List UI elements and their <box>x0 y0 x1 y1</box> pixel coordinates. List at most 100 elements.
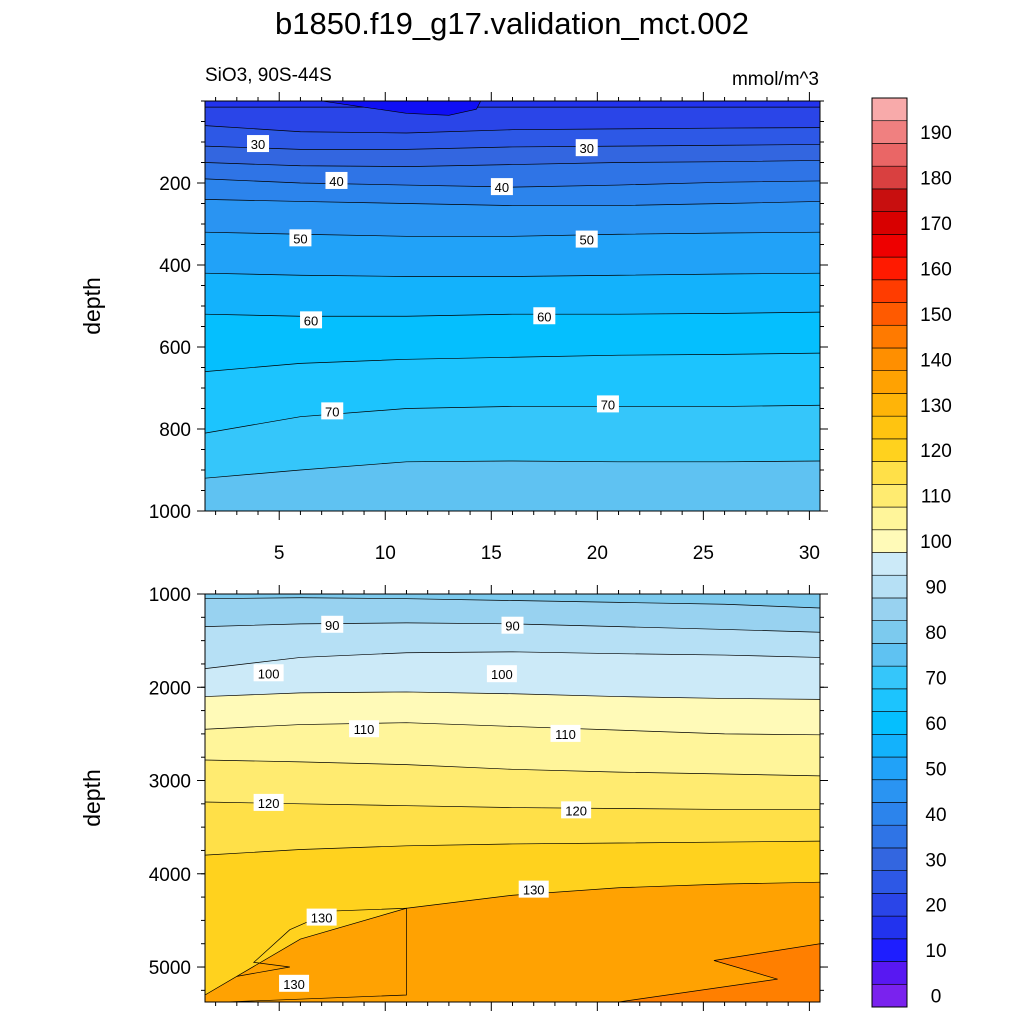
contour-label-text: 130 <box>311 911 333 926</box>
colorbar-swatch <box>871 643 908 667</box>
contour-label-box <box>518 880 549 898</box>
contour-label: 130 <box>306 908 337 926</box>
contour-label-text: 110 <box>555 727 576 742</box>
colorbar-swatch <box>871 188 908 212</box>
colorbar-swatch <box>871 620 908 644</box>
colorbar-swatch <box>871 370 908 394</box>
contour-label-box <box>321 615 344 633</box>
contour-label-text: 100 <box>258 666 280 681</box>
contour-label: 70 <box>596 395 619 413</box>
contour-band <box>205 101 820 108</box>
colorbar-swatch <box>871 870 908 894</box>
colorbar-label: 170 <box>920 214 952 235</box>
colorbar-swatch <box>871 279 908 303</box>
contour-label: 100 <box>253 664 284 682</box>
contour-label: 60 <box>533 307 556 325</box>
contour-label-box <box>279 974 310 992</box>
contour-label: 130 <box>518 880 549 898</box>
colorbar-label: 50 <box>925 759 946 780</box>
y-tick-label: 3000 <box>149 772 191 793</box>
colorbar-swatch <box>871 574 908 599</box>
colorbar-swatch <box>871 915 908 940</box>
colorbar-label: 40 <box>925 805 946 826</box>
y-tick-label: 600 <box>159 338 191 359</box>
colorbar-swatch <box>871 711 908 735</box>
colorbar-label: 150 <box>920 305 952 326</box>
contour-label-text: 120 <box>258 796 280 811</box>
contour-line <box>205 125 820 134</box>
contour-label: 120 <box>561 801 592 819</box>
contour-line <box>205 199 820 206</box>
contour-label: 70 <box>321 402 344 420</box>
contour-field <box>205 594 820 1002</box>
contour-line <box>205 272 820 277</box>
chart-title: b1850.f19_g17.validation_mct.002 <box>275 6 749 41</box>
colorbar-swatch <box>871 347 908 372</box>
contour-label-text: 50 <box>579 233 593 248</box>
contour-label-text: 60 <box>304 313 318 328</box>
contour-line <box>205 460 820 479</box>
colorbar-swatch <box>871 938 908 962</box>
variable-region-label: SiO3, 90S-44S <box>205 65 332 86</box>
y-axis-label: depth <box>79 277 105 335</box>
y-tick-label: 400 <box>159 256 191 277</box>
contour-label-text: 50 <box>293 231 307 246</box>
contour-label: 40 <box>325 171 348 189</box>
contour-label-box <box>575 230 598 248</box>
colorbar-label: 130 <box>920 396 952 417</box>
y-axis-label: depth <box>79 769 105 827</box>
colorbar-swatch <box>871 393 908 417</box>
colorbar-swatch <box>871 143 908 167</box>
contour-label-text: 60 <box>537 309 551 324</box>
contour-band <box>618 943 820 1002</box>
contour-label-text: 130 <box>283 977 305 992</box>
colorbar-swatch <box>871 256 908 281</box>
y-tick-label: 1000 <box>149 585 191 606</box>
contour-label: 30 <box>247 135 270 153</box>
y-tick-label: 4000 <box>149 865 191 886</box>
contour-label-text: 130 <box>523 883 545 898</box>
colorbar-swatch <box>871 97 908 122</box>
contour-band <box>205 101 820 133</box>
colorbar-swatch <box>871 688 908 712</box>
x-tick-label: 20 <box>587 543 608 564</box>
colorbar-label: 90 <box>925 578 946 599</box>
colorbar-swatch <box>871 756 908 781</box>
colorbar-label: 180 <box>920 169 952 190</box>
colorbar-frame <box>871 97 908 1008</box>
contour-label-text: 70 <box>601 397 615 412</box>
contour-label-text: 90 <box>325 618 339 633</box>
colorbar-label: 60 <box>925 714 946 735</box>
contour-label: 60 <box>300 311 323 329</box>
colorbar-swatch <box>871 733 908 758</box>
lower-panel: 90 90 100 100 110 110 120 120 130 130 130 1000 2000 3… <box>79 585 828 1011</box>
colorbar-swatch <box>871 983 908 1008</box>
contour-label-box <box>490 178 513 196</box>
contour-label: 120 <box>253 793 284 811</box>
contour-label: 90 <box>321 615 344 633</box>
contour-label: 110 <box>349 720 380 738</box>
contour-label-text: 120 <box>565 803 587 818</box>
contour-label-box <box>349 720 380 738</box>
units-label: mmol/m^3 <box>731 69 819 90</box>
colorbar-label: 140 <box>920 350 952 371</box>
colorbar-swatch <box>871 506 908 531</box>
contour-line <box>205 722 820 736</box>
colorbar-swatch <box>871 847 908 871</box>
contour-line <box>205 801 820 810</box>
contour-label-box <box>321 402 344 420</box>
colorbar-label: 100 <box>920 532 952 553</box>
y-tick-label: 5000 <box>149 958 191 979</box>
contour-line <box>205 691 820 700</box>
contour-label-text: 90 <box>505 619 519 634</box>
colorbar-label: 20 <box>925 896 946 917</box>
colorbar-label: 190 <box>920 123 952 144</box>
contour-label-text: 100 <box>491 667 513 682</box>
colorbar-swatch <box>871 461 908 485</box>
contour-label-box <box>596 395 619 413</box>
colorbar-swatch <box>871 665 908 690</box>
contour-label-text: 40 <box>329 174 343 189</box>
contour-line <box>205 881 820 996</box>
contour-label-text: 70 <box>325 404 339 419</box>
contour-label-box <box>306 908 337 926</box>
